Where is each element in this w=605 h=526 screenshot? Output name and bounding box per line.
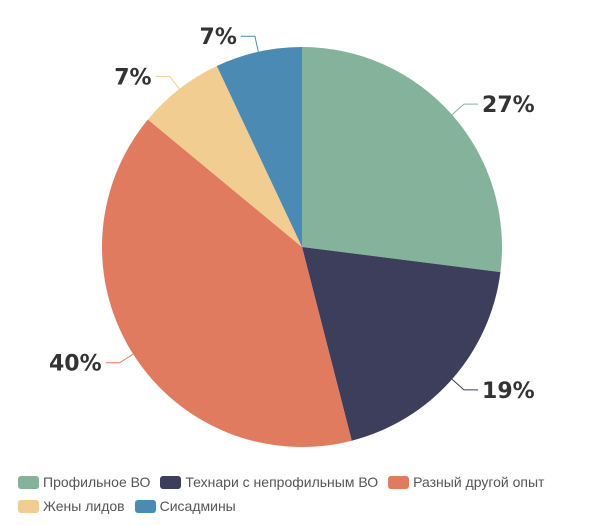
pie-leader-line-1: [451, 378, 479, 391]
legend-swatch-sisadminy: [134, 499, 156, 513]
legend-item-zheny-lidov[interactable]: Жены лидов: [18, 498, 125, 514]
legend-item-raznyi-opyt[interactable]: Разный другой опыт: [388, 474, 544, 490]
pie-data-label-0: 27%: [482, 93, 535, 118]
pie-slices: [101, 47, 503, 448]
pie-data-labels: 27% 19% 40% 7% 7%: [49, 25, 535, 404]
pie-data-label-3: 7%: [114, 65, 151, 90]
legend-item-sisadminy[interactable]: Сисадмины: [134, 498, 236, 514]
pie-leader-line-0: [451, 103, 479, 116]
legend-swatch-tekhnari: [160, 475, 182, 489]
legend-label: Профильное ВО: [43, 474, 151, 490]
pie-slice-2[interactable]: [101, 119, 352, 448]
pie-data-label-4: 7%: [200, 25, 237, 50]
pie-slice-1[interactable]: [302, 247, 501, 441]
legend-swatch-zheny-lidov: [18, 499, 39, 513]
pie-slice-3[interactable]: [147, 66, 302, 247]
legend-item-profilnoe-vo[interactable]: Профильное ВО: [18, 474, 150, 490]
legend-swatch-raznyi-opyt: [388, 475, 410, 489]
pie-data-label-2: 40%: [49, 352, 102, 377]
pie-leader-lines: [105, 35, 479, 391]
legend-swatch-profilnoe-vo: [18, 475, 39, 489]
legend-label: Жены лидов: [43, 498, 125, 514]
legend-label: Технари с непрофильным ВО: [185, 474, 379, 490]
legend-row-1: Профильное ВО Технари с непрофильным ВО …: [18, 470, 605, 494]
pie-leader-line-2: [105, 353, 134, 364]
legend-label: Разный другой опыт: [413, 474, 545, 490]
pie-slice-0[interactable]: [302, 47, 503, 273]
pie-leader-line-4: [240, 35, 259, 52]
pie-data-label-1: 19%: [482, 379, 535, 404]
legend-row-2: Жены лидов Сисадмины: [18, 494, 605, 518]
legend-item-tekhnari[interactable]: Технари с непрофильным ВО: [160, 474, 378, 490]
pie-slice-4[interactable]: [216, 47, 302, 247]
pie-leader-line-3: [155, 75, 180, 90]
pie-chart: 27% 19% 40% 7% 7%: [49, 25, 535, 448]
legend-label: Сисадмины: [159, 498, 236, 514]
chart-legend: Профильное ВО Технари с непрофильным ВО …: [18, 470, 605, 518]
